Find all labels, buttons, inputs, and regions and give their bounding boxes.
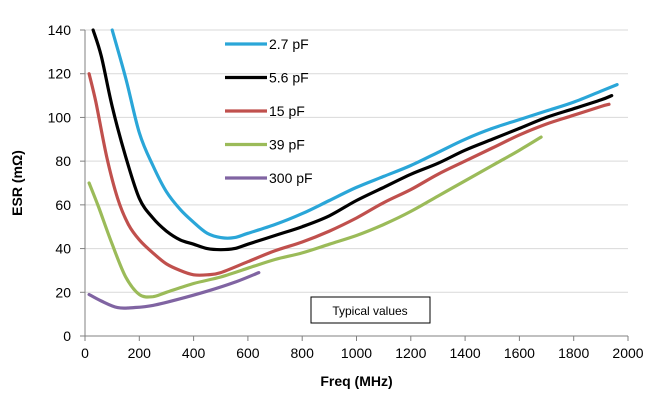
y-axis-title: ESR (mΩ) (9, 150, 25, 216)
y-tick-label-60: 60 (55, 197, 71, 213)
series-line-3 (87, 135, 543, 299)
y-tick-labels: 0 20 40 60 80 100 120 140 (48, 22, 72, 344)
x-tick-label-400: 400 (182, 345, 206, 361)
x-tick-label-1400: 1400 (450, 345, 481, 361)
x-tick-label-600: 600 (236, 345, 260, 361)
y-tick-label-40: 40 (55, 241, 71, 257)
series-line-4 (87, 271, 261, 310)
series-line-2 (87, 72, 611, 277)
x-tick-label-1800: 1800 (558, 345, 589, 361)
y-tick-label-100: 100 (48, 109, 72, 125)
series-lines (87, 28, 619, 310)
series-line-1 (91, 28, 614, 252)
y-tick-label-80: 80 (55, 153, 71, 169)
annotation-frame (310, 296, 431, 324)
legend-label-4: 300 pF (269, 170, 313, 186)
x-tick-label-200: 200 (128, 345, 152, 361)
y-tick-label-120: 120 (48, 66, 72, 82)
x-tick-labels: 0 200 400 600 800 1000 1200 1400 1600 1800 2000 (81, 345, 644, 361)
legend-label-1: 5.6 pF (269, 70, 309, 86)
x-tick-label-800: 800 (291, 345, 315, 361)
annotation-box: Typical values (310, 296, 431, 324)
axes (80, 29, 629, 341)
y-tick-label-0: 0 (63, 328, 71, 344)
legend-label-2: 15 pF (269, 103, 305, 119)
x-axis-title: Freq (MHz) (320, 373, 392, 389)
x-tick-label-0: 0 (81, 345, 89, 361)
x-tick-label-1000: 1000 (341, 345, 372, 361)
annotation-text: Typical values (332, 304, 407, 318)
x-tick-label-1600: 1600 (504, 345, 535, 361)
y-tick-label-140: 140 (48, 22, 72, 38)
x-tick-label-1200: 1200 (395, 345, 426, 361)
series-line-0 (110, 28, 619, 240)
legend: 2.7 pF 5.6 pF 15 pF 39 pF 300 pF (225, 36, 313, 186)
legend-label-0: 2.7 pF (269, 36, 309, 52)
x-tick-label-2000: 2000 (612, 345, 643, 361)
y-tick-label-20: 20 (55, 284, 71, 300)
legend-label-3: 39 pF (269, 137, 305, 153)
